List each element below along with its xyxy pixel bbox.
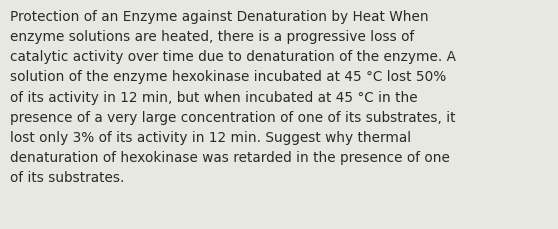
Text: Protection of an Enzyme against Denaturation by Heat When
enzyme solutions are h: Protection of an Enzyme against Denatura… [10, 10, 456, 184]
